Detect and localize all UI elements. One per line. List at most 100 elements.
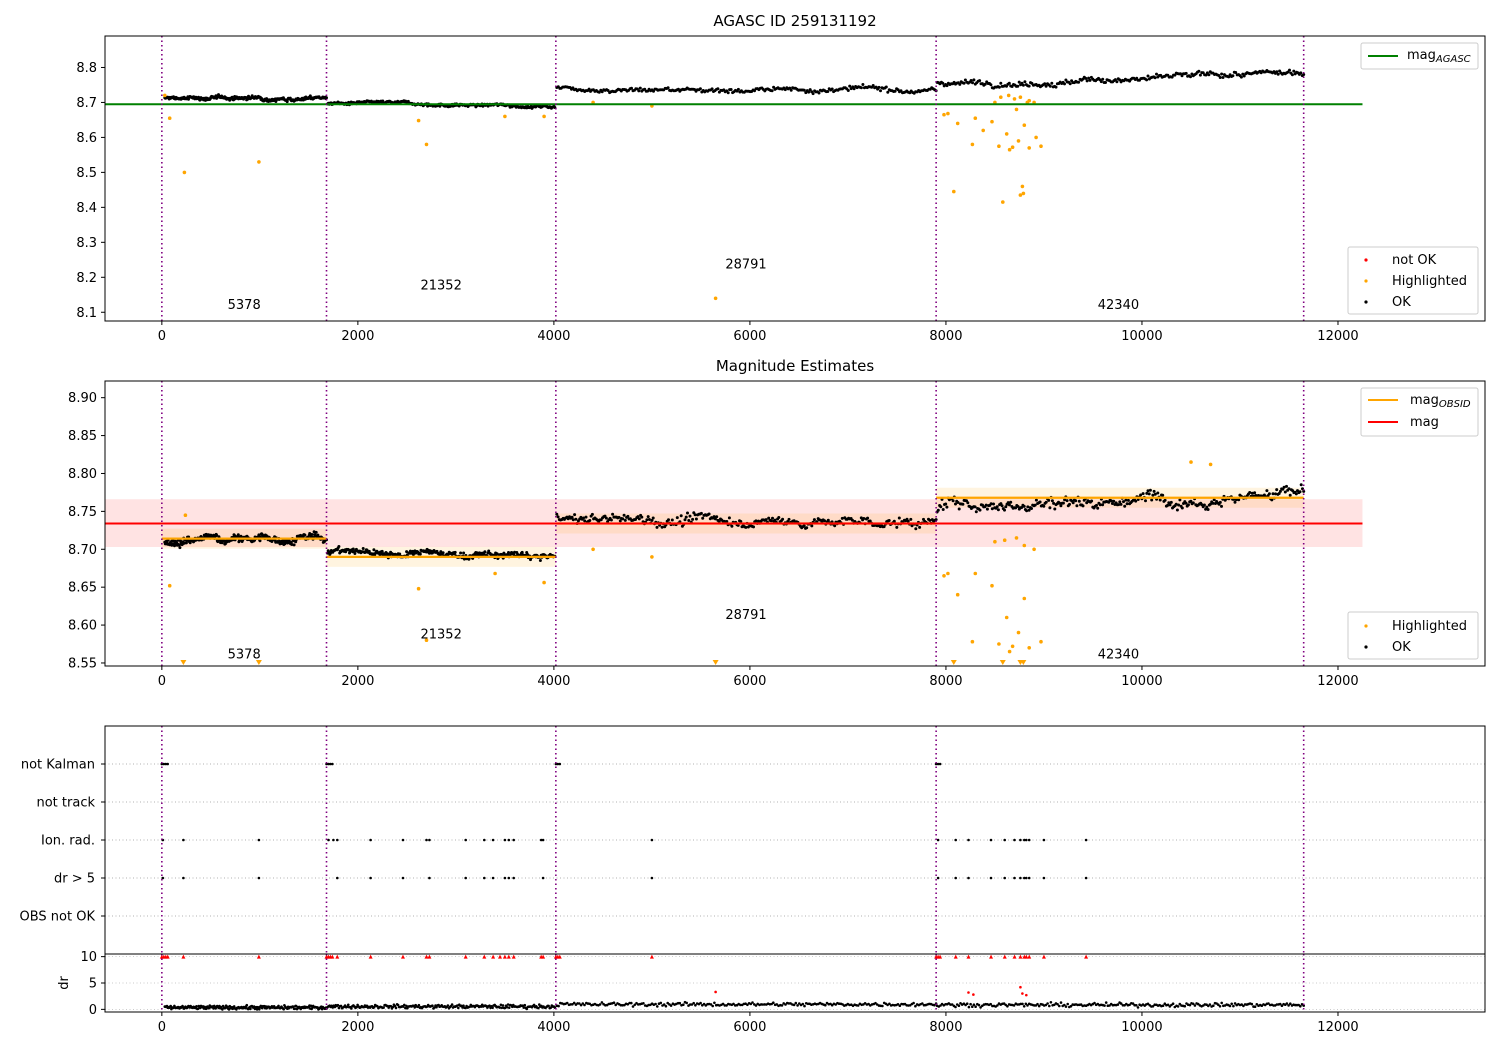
panel2-highlighted-point <box>542 580 546 585</box>
panel3-flag-point <box>967 876 970 880</box>
panel1-xtick-label: 0 <box>158 329 166 344</box>
panel2-highlighted-point <box>946 571 950 576</box>
panel3-flag-point <box>1019 876 1022 880</box>
panel3-flag-point <box>507 838 511 842</box>
panel2-obsid-label: 5378 <box>228 647 261 662</box>
panel1-highlighted-point <box>182 170 187 175</box>
panel2-ytick-label: 8.80 <box>68 467 97 482</box>
panel4-dr-clipped-marker <box>1012 954 1017 959</box>
panel1-highlighted-point <box>167 116 172 120</box>
panel4-dr-notok-point <box>714 990 717 994</box>
panel2-ytick-label: 8.55 <box>68 656 97 671</box>
panel1-highlighted-point <box>416 118 421 123</box>
panel1-highlighted-point <box>1018 95 1023 99</box>
panel2-xtick-label: 10000 <box>1121 674 1162 689</box>
panel3-flag-point <box>369 876 372 880</box>
panel2-xtick-label: 12000 <box>1317 674 1358 689</box>
panel3-flag-point <box>650 876 654 880</box>
panel4-dr-notok-point <box>1019 985 1022 989</box>
panel1-ytick-label: 8.4 <box>76 201 97 216</box>
panel3-flag-point <box>507 876 511 880</box>
panel1-legend-mag-sub: AGASC <box>1435 54 1471 65</box>
panel2-highlighted-point <box>1010 644 1015 649</box>
panel2-highlighted-point <box>650 555 654 559</box>
magnitude-estimates-panel: Magnitude Estimates 5378213522879142340 … <box>68 357 1486 689</box>
panel2-ytick-label: 8.60 <box>68 619 97 634</box>
panel2-legend-mags: magOBSID mag <box>1360 387 1479 437</box>
panel3-flag-point <box>539 838 543 842</box>
panel3-flag-point <box>425 838 428 842</box>
panel4-dr-notok-point <box>967 991 970 994</box>
panel1-highlighted-point <box>946 111 950 116</box>
panel1-highlighted-point <box>1034 135 1038 140</box>
panel1-ytick-label: 8.3 <box>76 236 97 251</box>
panel3-flag-point <box>1084 838 1088 842</box>
panel1-highlighted-point <box>981 128 985 133</box>
agasc-magnitude-panel: AGASC ID 259131192 5378 21352 28791 42340 0… <box>76 12 1486 344</box>
panel1-ok-series-3 <box>935 68 1306 90</box>
panel4-dr-clipped-marker <box>368 954 373 959</box>
panel1-legend-mag-label: mag <box>1407 48 1436 63</box>
panel4-xtick-label: 0 <box>158 1020 166 1035</box>
panel4-dr-clipped-marker <box>502 954 507 959</box>
panel3-flag-point <box>166 762 169 766</box>
panel3-flag-point <box>182 838 185 842</box>
panel3-flag-point <box>1023 838 1026 842</box>
panel1-highlighted-point <box>1018 193 1023 197</box>
panel4-dr-series <box>163 1000 1305 1011</box>
panel4-dr-clipped-marker <box>1084 954 1089 959</box>
panel3-flag-point <box>954 876 957 880</box>
panel3-flag-point <box>1023 876 1026 880</box>
panel3-flag-point <box>989 876 993 880</box>
panel3-flag-point <box>1025 876 1028 880</box>
panel4-dr-clipped-marker <box>953 954 958 959</box>
panel1-highlighted-point <box>1016 139 1021 143</box>
panel3-flag-point <box>428 838 431 842</box>
panel4-dr-clipped-marker <box>1027 954 1032 959</box>
panel1-highlighted-point <box>1006 93 1011 98</box>
panel3-flag-point <box>1019 838 1022 842</box>
panel4-dr-clipped-marker <box>497 954 502 959</box>
panel3-flag-point <box>327 838 330 842</box>
panel3-flag-point <box>464 838 468 842</box>
panel4-dr-clipped-marker <box>491 954 496 959</box>
panel3-flag-point <box>1042 838 1046 842</box>
panel1-obsid-label: 42340 <box>1098 298 1139 313</box>
panel4-xtick-label: 8000 <box>929 1020 962 1035</box>
panel2-legend-mag-label: mag <box>1410 415 1439 430</box>
panel4-xtick-label: 2000 <box>341 1020 374 1035</box>
panel1-ok-series-2 <box>555 83 938 96</box>
panel2-legend-highlighted: Highlighted <box>1392 619 1467 634</box>
panel3-flag-series-2 <box>161 876 1088 880</box>
panel4-ytick-label: 0 <box>89 1003 97 1018</box>
panel3-flag-point <box>936 838 940 842</box>
panel3-flag-point <box>938 762 942 766</box>
panel3-flag-point <box>954 838 957 842</box>
flags-panel: not Kalman not track Ion. rad. dr > 5 OBS no… <box>20 725 1486 955</box>
panel1-highlighted-point <box>1010 145 1015 149</box>
panel1-highlighted-point <box>973 116 978 120</box>
panel2-highlighted-point <box>1039 639 1043 644</box>
panel1-ok-series-0 <box>163 93 328 104</box>
panel2-legend-status: Highlighted OK <box>1347 611 1479 660</box>
panel1-highlighted-point <box>1001 200 1005 204</box>
panel2-highlighted-point <box>1016 630 1021 635</box>
panel4-dr-clipped-marker <box>506 954 511 959</box>
panel1-highlighted-series <box>163 93 1043 301</box>
panel2-xtick-label: 6000 <box>733 674 766 689</box>
panel2-highlighted-point <box>1007 649 1012 654</box>
panel1-highlighted-point <box>970 142 975 147</box>
panel4-dr-clipped-marker <box>649 954 654 959</box>
panel1-xtick-label: 6000 <box>733 329 766 344</box>
panel2-xtick-label: 2000 <box>341 674 374 689</box>
panel1-ytick-label: 8.8 <box>76 61 97 76</box>
panel3-flag-point <box>336 876 339 880</box>
panel1-highlighted-point <box>257 160 261 164</box>
panel2-highlighted-point <box>591 547 595 552</box>
panel4-dr-notok-point <box>1021 992 1024 995</box>
panel1-ytick-label: 8.5 <box>76 166 97 181</box>
panel2-highlighted-point <box>955 592 960 597</box>
panel2-frame <box>104 380 1486 667</box>
panel4-dr-clipped-marker <box>427 954 432 959</box>
panel2-highlighted-point <box>424 638 429 642</box>
